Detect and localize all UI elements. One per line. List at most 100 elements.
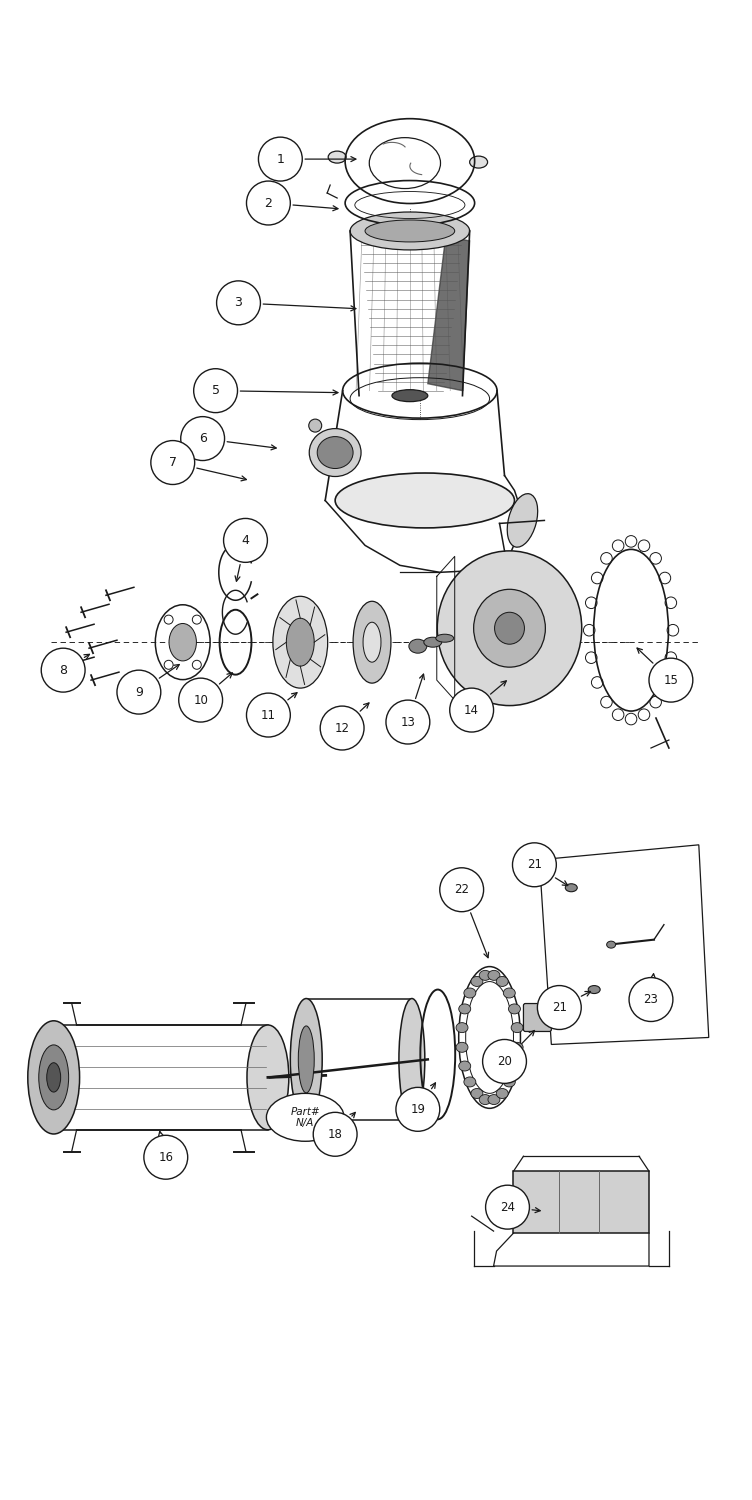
Ellipse shape <box>479 970 491 981</box>
Circle shape <box>396 1088 440 1131</box>
Ellipse shape <box>508 1060 520 1071</box>
Ellipse shape <box>435 634 453 642</box>
Circle shape <box>513 843 556 886</box>
Text: 13: 13 <box>401 716 415 729</box>
Text: 18: 18 <box>328 1128 343 1142</box>
Ellipse shape <box>508 1004 520 1014</box>
Text: 21: 21 <box>527 858 542 871</box>
Ellipse shape <box>456 1042 468 1053</box>
Circle shape <box>151 441 195 485</box>
Ellipse shape <box>511 1023 523 1032</box>
Ellipse shape <box>392 390 428 402</box>
Circle shape <box>320 706 364 750</box>
Circle shape <box>164 615 173 624</box>
Circle shape <box>649 658 693 702</box>
Ellipse shape <box>28 1022 80 1134</box>
Text: 16: 16 <box>158 1150 173 1164</box>
Ellipse shape <box>350 211 470 250</box>
Circle shape <box>117 670 161 714</box>
Text: 21: 21 <box>552 1000 567 1014</box>
Ellipse shape <box>273 597 328 688</box>
Ellipse shape <box>503 988 515 998</box>
Circle shape <box>194 369 238 413</box>
Circle shape <box>386 700 430 744</box>
Circle shape <box>41 648 85 692</box>
Ellipse shape <box>365 220 455 242</box>
Circle shape <box>247 693 290 736</box>
Circle shape <box>247 182 290 225</box>
Text: 19: 19 <box>411 1102 426 1116</box>
Ellipse shape <box>488 970 500 981</box>
Ellipse shape <box>566 884 578 891</box>
Ellipse shape <box>479 1095 491 1104</box>
Circle shape <box>164 660 173 669</box>
Ellipse shape <box>399 999 425 1120</box>
Circle shape <box>259 136 302 182</box>
Ellipse shape <box>247 1024 289 1130</box>
Text: 20: 20 <box>497 1054 512 1068</box>
Text: 23: 23 <box>644 993 659 1006</box>
Ellipse shape <box>607 940 616 948</box>
Ellipse shape <box>437 550 582 705</box>
Circle shape <box>450 688 493 732</box>
Circle shape <box>486 1185 529 1228</box>
Text: 10: 10 <box>193 693 208 706</box>
Ellipse shape <box>496 1089 508 1098</box>
FancyBboxPatch shape <box>523 1004 551 1032</box>
Ellipse shape <box>496 976 508 987</box>
Circle shape <box>217 280 260 326</box>
Text: 2: 2 <box>265 196 272 210</box>
Ellipse shape <box>511 1042 523 1053</box>
Text: 6: 6 <box>199 432 207 445</box>
Ellipse shape <box>495 612 524 644</box>
Ellipse shape <box>424 638 441 646</box>
Circle shape <box>538 986 581 1029</box>
Ellipse shape <box>317 436 353 468</box>
Ellipse shape <box>464 1077 476 1088</box>
Ellipse shape <box>299 1026 314 1094</box>
Ellipse shape <box>328 152 346 164</box>
FancyBboxPatch shape <box>514 1172 649 1233</box>
Circle shape <box>144 1136 188 1179</box>
Ellipse shape <box>459 1004 471 1014</box>
Text: 5: 5 <box>211 384 220 398</box>
Ellipse shape <box>363 622 381 662</box>
Text: 7: 7 <box>168 456 177 470</box>
Ellipse shape <box>588 986 600 993</box>
Polygon shape <box>428 236 470 390</box>
Text: 9: 9 <box>135 686 143 699</box>
Text: 3: 3 <box>235 297 242 309</box>
Circle shape <box>223 519 268 562</box>
Ellipse shape <box>508 494 538 548</box>
Circle shape <box>180 417 225 460</box>
Circle shape <box>193 660 202 669</box>
Ellipse shape <box>471 1089 483 1098</box>
Ellipse shape <box>471 976 483 987</box>
Ellipse shape <box>474 590 545 668</box>
Ellipse shape <box>470 156 487 168</box>
Text: 8: 8 <box>59 663 67 676</box>
Text: 1: 1 <box>277 153 284 165</box>
Text: 24: 24 <box>500 1200 515 1214</box>
Circle shape <box>440 868 484 912</box>
Ellipse shape <box>47 1062 61 1092</box>
Ellipse shape <box>409 639 427 652</box>
Text: 15: 15 <box>663 674 678 687</box>
Text: 11: 11 <box>261 708 276 722</box>
Circle shape <box>309 419 322 432</box>
Circle shape <box>179 678 223 722</box>
Text: 14: 14 <box>464 704 479 717</box>
Circle shape <box>193 615 202 624</box>
Ellipse shape <box>464 988 476 998</box>
Circle shape <box>483 1040 526 1083</box>
Text: 22: 22 <box>454 884 469 896</box>
Ellipse shape <box>503 1077 515 1088</box>
Circle shape <box>629 978 673 1022</box>
Ellipse shape <box>309 429 361 477</box>
Text: 4: 4 <box>241 534 250 548</box>
Text: Part#
N/A: Part# N/A <box>290 1107 320 1128</box>
Circle shape <box>314 1113 357 1156</box>
Ellipse shape <box>266 1094 344 1142</box>
Ellipse shape <box>287 618 314 666</box>
Ellipse shape <box>353 602 391 682</box>
